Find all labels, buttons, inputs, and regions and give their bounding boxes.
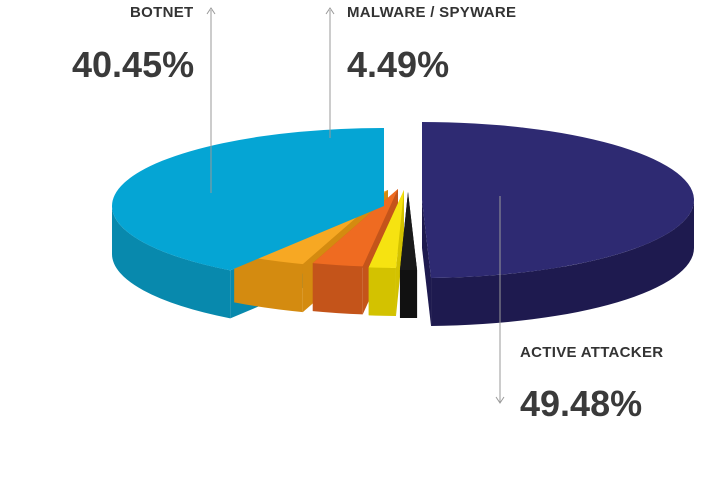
- malware-value: 4.49%: [347, 44, 449, 85]
- slice-1-slice: [399, 192, 418, 270]
- pie-top-faces: [112, 122, 695, 278]
- botnet-side-wall: [112, 206, 231, 319]
- botnet-value: 40.45%: [72, 44, 194, 85]
- slice-2-cut-face-1: [395, 190, 404, 316]
- slice-1-side-wall: [399, 269, 418, 319]
- active-attacker-side-wall: [431, 200, 694, 326]
- active-attacker-slice: [422, 122, 695, 278]
- botnet-arrow-icon: [206, 7, 216, 15]
- active-attacker-label: ACTIVE ATTACKER: [520, 344, 663, 361]
- active-attacker-cut-face-2: [422, 200, 432, 326]
- malware-arrow-icon: [325, 7, 335, 15]
- leader-lines: [206, 7, 505, 404]
- botnet-slice: [112, 128, 384, 271]
- slice-3-side-wall: [312, 263, 363, 315]
- active-attacker-arrow-icon: [495, 396, 505, 404]
- malware-spyware-side-wall: [234, 254, 303, 313]
- slice-2-slice: [368, 190, 404, 268]
- malware-label: MALWARE / SPYWARE: [347, 4, 516, 21]
- slice-2-side-wall: [368, 267, 396, 316]
- botnet-label: BOTNET: [130, 4, 193, 21]
- active-attacker-value: 49.48%: [520, 383, 642, 424]
